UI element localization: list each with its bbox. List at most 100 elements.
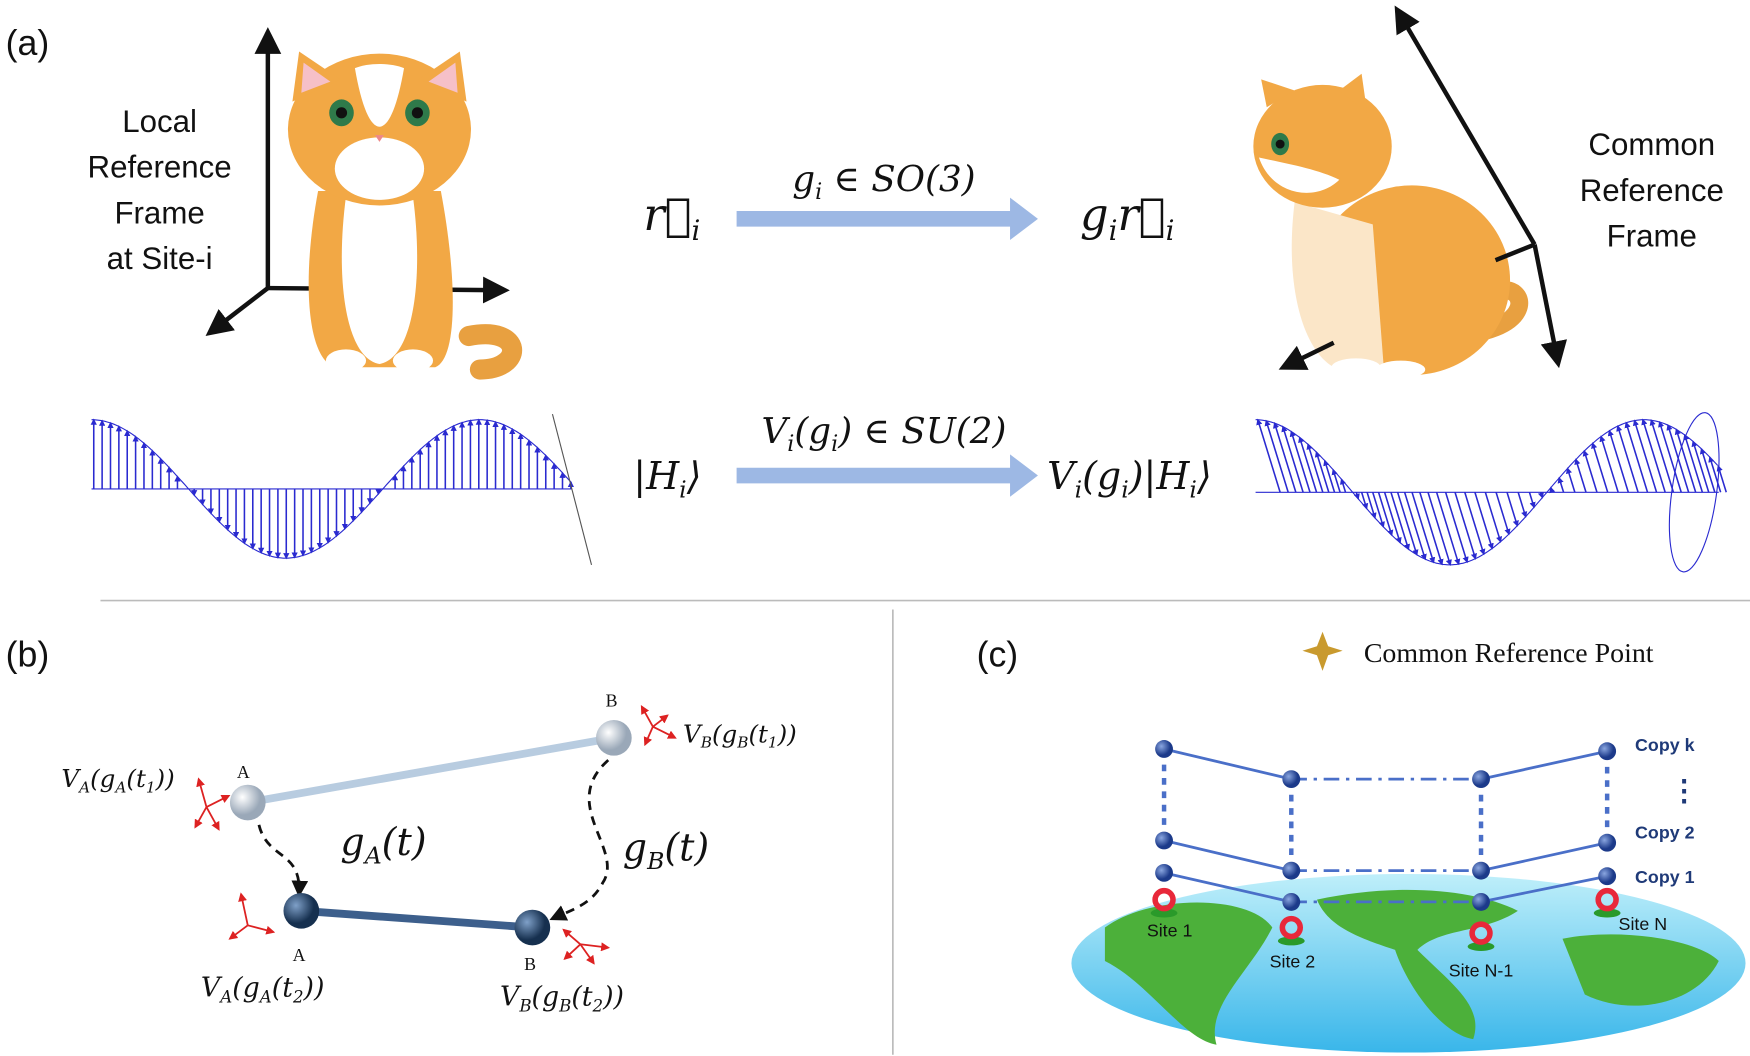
math-label: VA(gA(t1)) [61,764,174,796]
subscript: B [558,997,571,1016]
wave-arrow [1557,476,1565,493]
wave-arrow [1528,492,1536,509]
math-text: g [623,826,647,870]
math-text: (g [532,982,560,1013]
math-text: (t) [382,820,427,864]
subscript: 1 [146,778,156,796]
wave-arrow [1360,492,1369,510]
subscript: i [1121,475,1129,503]
spheres [229,719,632,946]
local-frames [194,705,677,965]
site-label: Site 1 [1147,920,1193,940]
wave-arrow [1683,433,1704,493]
math-label: gi ∈ SO(3) [792,159,975,205]
panel-label: (b) [6,634,50,674]
math-text: |H [633,454,680,498]
pin [1595,887,1619,912]
math-label: VA(gA(t2)) [201,973,325,1007]
math-text: (g [1082,454,1121,498]
math-label: r⃗i [643,189,700,247]
wave-arrow [1658,420,1682,493]
wave-arrow [1403,492,1427,561]
node-label: B [524,954,536,974]
subscript: A [363,841,382,869]
copy-edge [1480,874,1608,904]
math-text: g [1080,189,1109,241]
math-text: (t) [664,826,709,870]
math-label: VB(gB(t2)) [500,982,624,1016]
pin-shadow [1150,908,1178,918]
wave-arrow [1495,492,1511,536]
site-label: Site N [1619,914,1668,934]
frame-label: at Site-i [107,241,213,276]
wave-arrow [1632,419,1658,493]
math-text: )|H [1128,454,1191,498]
frame-label: Common [1588,127,1715,162]
subscript: 2 [592,997,604,1016]
wave-arrow [1314,450,1330,493]
frame-label: Reference [1580,173,1724,208]
earth [1071,873,1746,1053]
wave-arrow [1289,430,1311,493]
wave-arrow [1419,492,1444,566]
math-text: V [500,982,522,1013]
wave-arrow [1591,442,1609,493]
pin-shadow [1467,942,1495,951]
math-text: V [761,411,790,452]
math-text: ) ∈ SU(2) [837,411,1006,452]
wave-end [1668,412,1720,573]
math-text: V [61,764,81,793]
copy-edge [1163,871,1292,904]
wave-arrow [1674,428,1697,493]
wave-arrow [1716,464,1728,493]
site-label: Site 2 [1270,952,1316,972]
math-text: ⟩ [1196,454,1212,498]
math-text: )) [777,719,797,748]
copy-layers: Copy k ⋮ Copy 2 Copy 1 Site 1 Site 2 Site N-1 S… [1147,735,1699,980]
copy-label: Copy 2 [1635,822,1695,842]
wave-arrow [1331,468,1341,493]
wave-arrow [1353,492,1360,501]
wave-arrow [1484,492,1503,543]
math-text: (g [712,719,737,748]
wave-arrow [1383,492,1402,544]
wave-arrow [1517,492,1528,518]
math-text: V [1047,454,1078,498]
node-label: B [606,691,618,711]
copy-edge [1480,749,1608,781]
math-text: (t [272,973,293,1004]
wave-arrow [1649,419,1675,493]
wave-arrow [1390,492,1410,551]
subscript: i [787,431,794,457]
math-text: )) [155,764,175,793]
node-label: A [237,762,250,782]
subscript: 2 [292,988,304,1007]
node-label: A [293,945,306,965]
copy-node [1155,863,1173,882]
wave-arrow [1396,492,1419,556]
wave-arrow [1474,492,1494,550]
subscript: i [831,431,838,457]
math-text: V [683,719,703,748]
math-label: gA(t) [340,820,426,869]
cat-side [1253,73,1529,379]
wave-arrow [1641,418,1666,493]
transform-arrow [736,197,1038,497]
copy-node [1598,742,1617,761]
copy-node [1598,867,1617,886]
math-text: g [792,159,815,200]
copy-edge [1163,747,1292,781]
wave-arrow [1435,492,1461,566]
math-text: (t [126,764,146,793]
math-label: |Hi⟩ [633,454,701,503]
wave-arrow [1273,421,1297,493]
wave-arrow [1371,492,1385,529]
copy-node [1472,892,1490,911]
wave-arrow [1377,492,1394,537]
bonds [247,733,615,932]
pin [1469,921,1493,945]
pin-shadow [1593,908,1621,918]
frame-label: Reference [88,150,232,185]
math-text: (g [794,411,831,452]
